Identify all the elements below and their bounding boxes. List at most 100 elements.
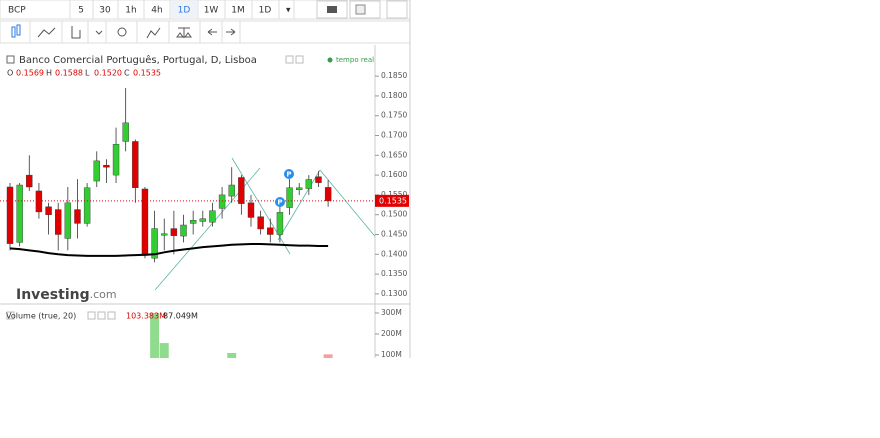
volume-bar [54,364,63,398]
legend-button[interactable] [107,311,116,320]
ohlc-value: 0.1520 [94,69,122,78]
y-tick-label: 0.1650 [381,150,407,159]
candle-body [228,184,235,197]
interval-button[interactable]: 1M [231,6,245,16]
candle-body [324,187,332,202]
candle-body [6,186,14,244]
logo-domain: .com [90,288,117,301]
candle-body [257,216,264,230]
volume-bar [314,366,323,398]
annotation-marker[interactable] [284,169,294,179]
candle-body [141,188,149,256]
volume-bar [63,363,72,398]
candle-body [218,194,226,209]
moving-average [9,243,329,257]
status-dot [327,57,333,63]
ohlc-legend: O 0.1569 H 0.1588 L 0.1520 C 0.1535 [7,69,161,78]
y-tick-label: 0.1350 [381,269,407,278]
price-pane [0,88,375,291]
volume-bar [112,361,121,398]
interval-button[interactable]: 1h [125,6,136,16]
last-price-label: 0.1535 [379,196,407,205]
volume-bar [92,362,101,398]
interval-button[interactable]: 1W [204,6,219,16]
candle-body [55,209,62,235]
symbol[interactable]: BCP [8,6,26,16]
logo: Investing.com [16,287,117,303]
candle-body [286,187,293,208]
logo-name: Investing [16,287,90,303]
y-tick-label: 0.1600 [381,170,407,179]
volume-bar [159,343,169,358]
volume-title: Volume (true, 20) [6,312,76,321]
volume-bar [266,367,275,398]
last-price-tag [375,194,409,207]
volume-bar [304,365,313,398]
volume-bar [121,360,130,398]
volume-bar [102,368,111,398]
volume-pane [6,312,333,398]
volume-bar [295,368,304,398]
volume-bar [83,364,92,398]
trend-lines [154,157,375,291]
volume-value: 103.383M [126,312,166,321]
volume-bar [208,365,217,398]
volume-bar [25,366,34,398]
volume-bar [285,363,294,398]
collapse-box[interactable] [6,311,15,320]
interval-button[interactable]: 1D [259,6,272,16]
candle-body [74,209,81,224]
candle-body [16,184,23,243]
volume-bar [247,364,256,398]
ohlc-key: O [7,69,13,78]
candle-body [267,227,274,235]
y-tick-label: 0.1450 [381,230,407,239]
active-interval [171,1,197,18]
y2-tick-label: 100M [381,350,402,359]
volume-bar [131,362,140,398]
candle-body [296,187,303,190]
interval-button[interactable]: 5 [78,6,84,16]
candle-body [315,176,322,183]
y2-tick-label: 300M [381,308,402,317]
status: tempo real [336,56,374,64]
legend-button[interactable] [285,55,294,64]
candle-body [180,224,187,237]
candle-body [103,165,110,168]
y-tick-label: 0.1750 [381,111,407,120]
candle-body [83,187,91,224]
candle-body [35,190,43,213]
volume-bar [73,366,82,398]
volume-bar [189,368,198,398]
toolbar-separators [69,0,295,19]
interval-button[interactable]: 1D [178,6,191,16]
interval-button[interactable]: 4h [151,6,162,16]
ohlc-value: 0.1535 [133,69,161,78]
volume-bar [227,352,237,358]
collapse-box[interactable] [6,55,15,64]
legend-title: Banco Comercial Português, Portugal, D, … [19,54,257,66]
legend-button[interactable] [87,311,96,320]
toolbar-icons [11,24,236,39]
interval-button[interactable]: 30 [99,6,111,16]
candle-body [64,202,72,239]
price-axis: 0.1850 0.1800 0.1750 0.1700 0.1650 0.1600 0.15… [375,71,407,359]
candle-body [132,141,139,188]
annotation-marker[interactable] [275,197,285,207]
y-tick-label: 0.1700 [381,131,407,140]
candle-body [93,160,100,182]
ohlc-value: 0.1588 [55,69,83,78]
volume-bar [34,365,43,398]
color-icon [355,4,366,15]
legend-button[interactable] [97,311,106,320]
volume-bar [6,365,15,398]
y-tick-label: 0.1800 [381,91,407,100]
dropdown[interactable]: ▾ [286,6,291,16]
fullscreen-button[interactable] [386,0,408,19]
legend-button[interactable] [295,55,304,64]
y-tick-label: 0.1850 [381,71,407,80]
camera-icon [327,6,337,13]
volume-bar [323,354,333,358]
volume-average: 87.049M [163,312,198,321]
